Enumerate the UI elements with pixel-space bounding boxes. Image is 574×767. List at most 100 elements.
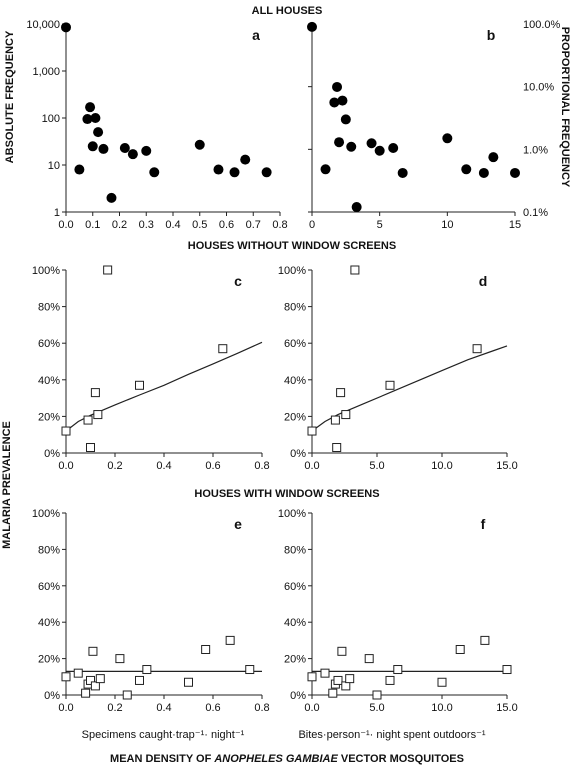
data-point (103, 265, 113, 275)
data-point (213, 164, 224, 175)
data-point (388, 143, 399, 154)
y-tick-label: 100% (32, 508, 60, 520)
panel-letter-a: a (252, 27, 260, 43)
data-point (218, 344, 228, 354)
x-axis-label-right: Bites·person⁻¹· night spent outdoors⁻¹ (298, 729, 485, 741)
data-point (93, 127, 104, 138)
data-point (122, 690, 132, 700)
data-point (85, 102, 96, 113)
x-tick-label: 0 (309, 219, 315, 231)
data-point (345, 674, 355, 684)
data-point (61, 426, 71, 436)
data-point (442, 133, 453, 144)
y-tick-label: 10,000 (26, 19, 60, 31)
y-tick-label: 1 (54, 207, 60, 219)
data-point (115, 654, 125, 664)
data-point (184, 677, 193, 687)
data-point (372, 690, 382, 700)
data-point (350, 265, 360, 275)
y-tick-label: 100% (32, 265, 60, 277)
data-point (261, 167, 272, 178)
data-point (397, 167, 408, 178)
y-tick-label: 0% (290, 448, 306, 460)
x-tick-label: 0.4 (156, 460, 171, 472)
x-tick-label: 0.5 (192, 219, 207, 231)
x-tick-label: 0.8 (254, 702, 269, 714)
data-point (437, 677, 447, 687)
panel-f: 0% 20% 40% 60% 80% 100% 0.0 5.0 10.0 15.0 f (278, 508, 518, 714)
y-tick-label: 20% (38, 411, 60, 423)
x-tick-label: 0.4 (156, 702, 171, 714)
x-tick-label: 0.0 (58, 219, 73, 231)
data-point (225, 635, 235, 645)
data-point (478, 167, 489, 178)
without-screens-heading: HOUSES WITHOUT WINDOW SCREENS (188, 240, 396, 252)
y-tick-label: 0% (44, 448, 60, 460)
data-point (510, 167, 520, 178)
panel-a: 1 10 100 1,000 10,000 0.0 0.1 0.2 0.3 0.4 0.5 0.6 0.… (26, 19, 287, 231)
data-point (480, 635, 490, 645)
x-axis-label-left: Specimens caught·trap⁻¹· night⁻¹ (82, 729, 245, 741)
y-tick-label: 80% (38, 302, 60, 314)
y-tick-label: 10.0% (523, 82, 554, 94)
y-tick-label: 100% (278, 508, 306, 520)
data-point (245, 665, 255, 675)
x-tick-label: 5.0 (369, 702, 384, 714)
data-point (393, 665, 403, 675)
y-tick-label: 0.1% (523, 207, 548, 219)
data-point (88, 646, 98, 656)
data-point (502, 665, 512, 675)
y-tick-label: 0% (44, 690, 60, 702)
x-tick-label: 0.2 (107, 460, 122, 472)
data-point (364, 654, 374, 664)
data-point (95, 674, 105, 684)
data-point (337, 95, 348, 106)
y-tick-label: 20% (284, 411, 306, 423)
x-tick-label: 0.0 (58, 702, 73, 714)
x-tick-label: 0.1 (85, 219, 100, 231)
y-tick-label: 60% (284, 581, 306, 593)
x-tick-label: 0.0 (304, 460, 319, 472)
data-point (201, 645, 211, 654)
all-houses-heading: ALL HOUSES (252, 5, 323, 17)
data-point (320, 164, 331, 175)
y-tick-label: 80% (38, 544, 60, 556)
malaria-prevalence-label: MALARIA PREVALENCE (1, 421, 13, 549)
x-tick-label: 0.3 (139, 219, 154, 231)
data-point (385, 675, 395, 685)
x-tick-label: 10 (441, 219, 453, 231)
data-point (229, 167, 240, 178)
y-tick-label: 0% (290, 690, 306, 702)
y-tick-label: 80% (284, 302, 306, 314)
panel-letter-c: c (234, 273, 242, 289)
data-point (106, 192, 117, 203)
x-tick-label: 15 (509, 219, 521, 231)
data-point (336, 388, 346, 398)
y-tick-label: 20% (284, 654, 306, 666)
panel-letter-b: b (487, 27, 496, 43)
data-point (61, 672, 71, 682)
y-tick-label: 80% (284, 544, 306, 556)
x-tick-label: 0.4 (165, 219, 180, 231)
data-point (83, 415, 93, 425)
data-point (81, 688, 91, 698)
data-point (90, 681, 100, 691)
data-point (330, 415, 340, 425)
panel-letter-f: f (481, 516, 486, 532)
data-point (334, 137, 345, 148)
data-point (73, 668, 83, 678)
data-point (374, 145, 385, 156)
y-tick-label: 60% (284, 338, 306, 350)
data-point (385, 380, 395, 390)
data-point (86, 443, 95, 453)
x-tick-label: 0.8 (272, 219, 287, 231)
absolute-frequency-label: ABSOLUTE FREQUENCY (4, 30, 16, 163)
y-tick-label: 60% (38, 581, 60, 593)
y-tick-label: 100 (42, 113, 60, 125)
data-point (98, 143, 109, 154)
x-tick-label: 5.0 (369, 460, 384, 472)
x-tick-label: 5 (377, 219, 383, 231)
x-tick-label: 0.0 (58, 460, 73, 472)
data-point (333, 675, 343, 685)
y-tick-label: 100% (278, 265, 306, 277)
